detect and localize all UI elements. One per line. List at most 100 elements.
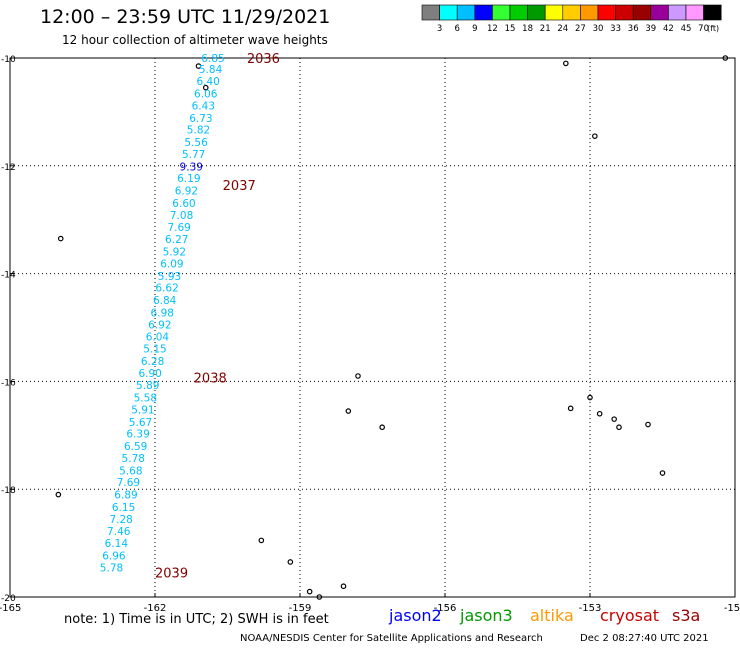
footer-credit: NOAA/NESDIS Center for Satellite Applica… bbox=[240, 633, 543, 644]
legend-label: 18 bbox=[522, 24, 533, 34]
page-subtitle: 12 hour collection of altimeter wave hei… bbox=[62, 33, 328, 47]
wave-height-value: 6.27 bbox=[165, 234, 188, 246]
wave-height-value: 5.82 bbox=[187, 125, 210, 137]
satellite-name-s3a: s3a bbox=[672, 606, 701, 625]
tick-label-lat: -18 bbox=[1, 486, 16, 496]
legend-swatch bbox=[492, 4, 511, 21]
wave-height-value: 6.43 bbox=[192, 100, 215, 112]
track-time-label: 2039 bbox=[155, 567, 188, 582]
wave-height-value: 6.39 bbox=[126, 429, 149, 441]
legend-swatch bbox=[456, 4, 476, 21]
wave-height-value: 5.77 bbox=[182, 149, 205, 161]
note-text: note: 1) Time is in UTC; 2) SWH is in fe… bbox=[64, 612, 329, 627]
wave-height-value: 5.15 bbox=[143, 344, 166, 356]
island-outline bbox=[355, 373, 361, 379]
island-outline bbox=[287, 559, 294, 565]
tick-label-lon: -162 bbox=[144, 603, 167, 614]
legend-label: 33 bbox=[610, 24, 621, 34]
island-outline bbox=[567, 405, 574, 412]
wave-height-value: 6.85 bbox=[201, 53, 224, 65]
wave-height-value: 6.96 bbox=[102, 550, 126, 562]
island-outline bbox=[611, 416, 617, 422]
legend-swatch bbox=[544, 4, 564, 21]
island-outline bbox=[316, 594, 323, 600]
wave-height-value: 7.69 bbox=[117, 477, 140, 489]
legend-label: 70 bbox=[698, 24, 709, 34]
wave-height-value: 6.15 bbox=[112, 502, 135, 514]
wave-height-value: 6.04 bbox=[146, 332, 170, 344]
wave-height-value: 6.59 bbox=[124, 441, 147, 453]
legend-label: 45 bbox=[681, 24, 692, 34]
wave-height-value: 9.39 bbox=[180, 161, 203, 173]
legend-label: 15 bbox=[505, 24, 516, 34]
legend-label: 42 bbox=[663, 24, 674, 34]
island-outline bbox=[202, 84, 209, 91]
wave-height-value: 5.84 bbox=[199, 64, 223, 76]
island-outline bbox=[659, 470, 666, 476]
wave-height-value: 6.40 bbox=[196, 76, 219, 88]
island-outline bbox=[306, 588, 313, 595]
island-outline bbox=[379, 424, 385, 431]
island-outline bbox=[616, 424, 622, 431]
legend-label: 39 bbox=[645, 24, 656, 34]
legend-label: 6 bbox=[454, 24, 459, 34]
legend-label: 36 bbox=[628, 24, 639, 34]
legend-label: 30 bbox=[593, 24, 604, 34]
island-outline bbox=[340, 583, 347, 590]
legend-swatch bbox=[650, 4, 669, 21]
wave-height-value: 7.69 bbox=[167, 222, 190, 234]
legend-label: 27 bbox=[575, 24, 586, 34]
satellite-name-cryosat: cryosat bbox=[600, 606, 660, 625]
wave-height-value: 5.78 bbox=[100, 562, 123, 574]
tick-label-lat: -12 bbox=[1, 163, 16, 173]
tick-label-lat: -14 bbox=[1, 271, 16, 281]
wave-height-value: 5.67 bbox=[129, 417, 152, 429]
tick-label-lon: -165 bbox=[0, 603, 21, 614]
wave-height-value: 5.93 bbox=[158, 271, 181, 283]
island-outline bbox=[596, 410, 603, 417]
wave-height-value: 5.78 bbox=[122, 453, 145, 465]
wave-height-value: 6.98 bbox=[151, 307, 174, 319]
wave-height-value: 6.09 bbox=[160, 258, 183, 270]
wave-height-value: 5.92 bbox=[163, 247, 186, 259]
page-title: 12:00 – 23:59 UTC 11/29/2021 bbox=[40, 6, 331, 28]
island-outline bbox=[563, 60, 569, 67]
wave-height-value: 6.14 bbox=[105, 538, 129, 550]
track-time-label: 2038 bbox=[194, 372, 227, 387]
legend-swatch bbox=[421, 4, 440, 21]
legend-swatch bbox=[580, 4, 599, 21]
legend-label: 24 bbox=[557, 24, 568, 34]
track-time-label: 2036 bbox=[247, 52, 280, 67]
wave-height-value: 7.28 bbox=[109, 514, 132, 526]
legend-swatch bbox=[685, 4, 704, 21]
island-outline bbox=[195, 63, 202, 69]
tick-label-lat: -10 bbox=[1, 55, 16, 65]
legend-label: 12 bbox=[487, 24, 498, 34]
tick-label-lat: -16 bbox=[1, 378, 16, 388]
wave-height-value: 6.06 bbox=[194, 89, 218, 101]
tick-label-lat: -20 bbox=[1, 594, 16, 604]
legend-swatch bbox=[562, 4, 581, 21]
wave-height-value: 6.92 bbox=[148, 319, 171, 331]
wave-height-value: 6.62 bbox=[155, 283, 178, 295]
wave-height-value: 6.60 bbox=[172, 198, 195, 210]
island-outline bbox=[587, 394, 593, 401]
wave-height-value: 5.58 bbox=[134, 393, 157, 405]
legend-swatch bbox=[509, 4, 528, 21]
satellite-name-altika: altika bbox=[530, 606, 574, 625]
legend-swatch bbox=[439, 4, 458, 21]
legend-swatch bbox=[474, 4, 493, 21]
island-outline bbox=[345, 408, 352, 414]
tick-label-lon: -153 bbox=[579, 603, 602, 614]
island-outline bbox=[645, 421, 651, 428]
wave-height-value: 7.08 bbox=[170, 210, 193, 222]
legend-swatch bbox=[597, 4, 616, 21]
wave-height-value: 6.92 bbox=[175, 186, 198, 198]
satellite-name-jason3: jason3 bbox=[460, 606, 513, 625]
legend-label: 9 bbox=[472, 24, 477, 34]
wave-height-value: 6.84 bbox=[153, 295, 177, 307]
wave-height-value: 6.73 bbox=[189, 113, 212, 125]
island-outline bbox=[57, 235, 64, 242]
island-outline bbox=[258, 537, 265, 544]
